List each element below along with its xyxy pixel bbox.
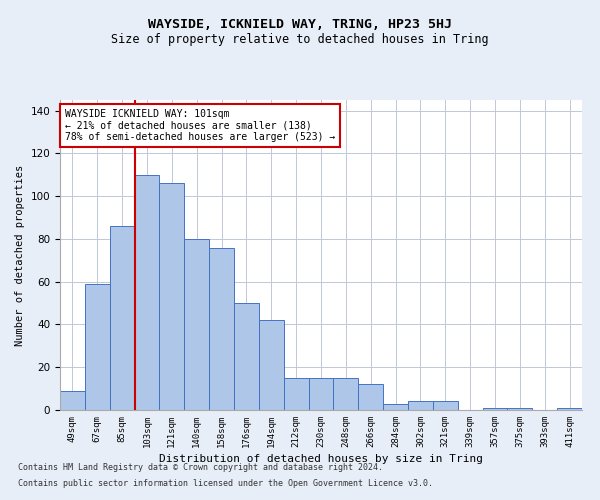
Bar bbox=[557, 408, 582, 410]
Bar bbox=[209, 248, 234, 410]
X-axis label: Distribution of detached houses by size in Tring: Distribution of detached houses by size … bbox=[159, 454, 483, 464]
Bar bbox=[184, 239, 209, 410]
Bar bbox=[85, 284, 110, 410]
Text: WAYSIDE ICKNIELD WAY: 101sqm
← 21% of detached houses are smaller (138)
78% of s: WAYSIDE ICKNIELD WAY: 101sqm ← 21% of de… bbox=[65, 110, 335, 142]
Bar bbox=[383, 404, 408, 410]
Bar bbox=[482, 408, 508, 410]
Bar bbox=[134, 175, 160, 410]
Text: Contains public sector information licensed under the Open Government Licence v3: Contains public sector information licen… bbox=[18, 478, 433, 488]
Bar bbox=[334, 378, 358, 410]
Bar bbox=[284, 378, 308, 410]
Bar bbox=[408, 402, 433, 410]
Bar bbox=[160, 184, 184, 410]
Bar bbox=[234, 303, 259, 410]
Bar bbox=[508, 408, 532, 410]
Bar bbox=[358, 384, 383, 410]
Text: WAYSIDE, ICKNIELD WAY, TRING, HP23 5HJ: WAYSIDE, ICKNIELD WAY, TRING, HP23 5HJ bbox=[148, 18, 452, 30]
Y-axis label: Number of detached properties: Number of detached properties bbox=[15, 164, 25, 346]
Bar bbox=[259, 320, 284, 410]
Text: Size of property relative to detached houses in Tring: Size of property relative to detached ho… bbox=[111, 32, 489, 46]
Bar bbox=[308, 378, 334, 410]
Bar bbox=[433, 402, 458, 410]
Bar bbox=[110, 226, 134, 410]
Bar bbox=[60, 391, 85, 410]
Text: Contains HM Land Registry data © Crown copyright and database right 2024.: Contains HM Land Registry data © Crown c… bbox=[18, 464, 383, 472]
